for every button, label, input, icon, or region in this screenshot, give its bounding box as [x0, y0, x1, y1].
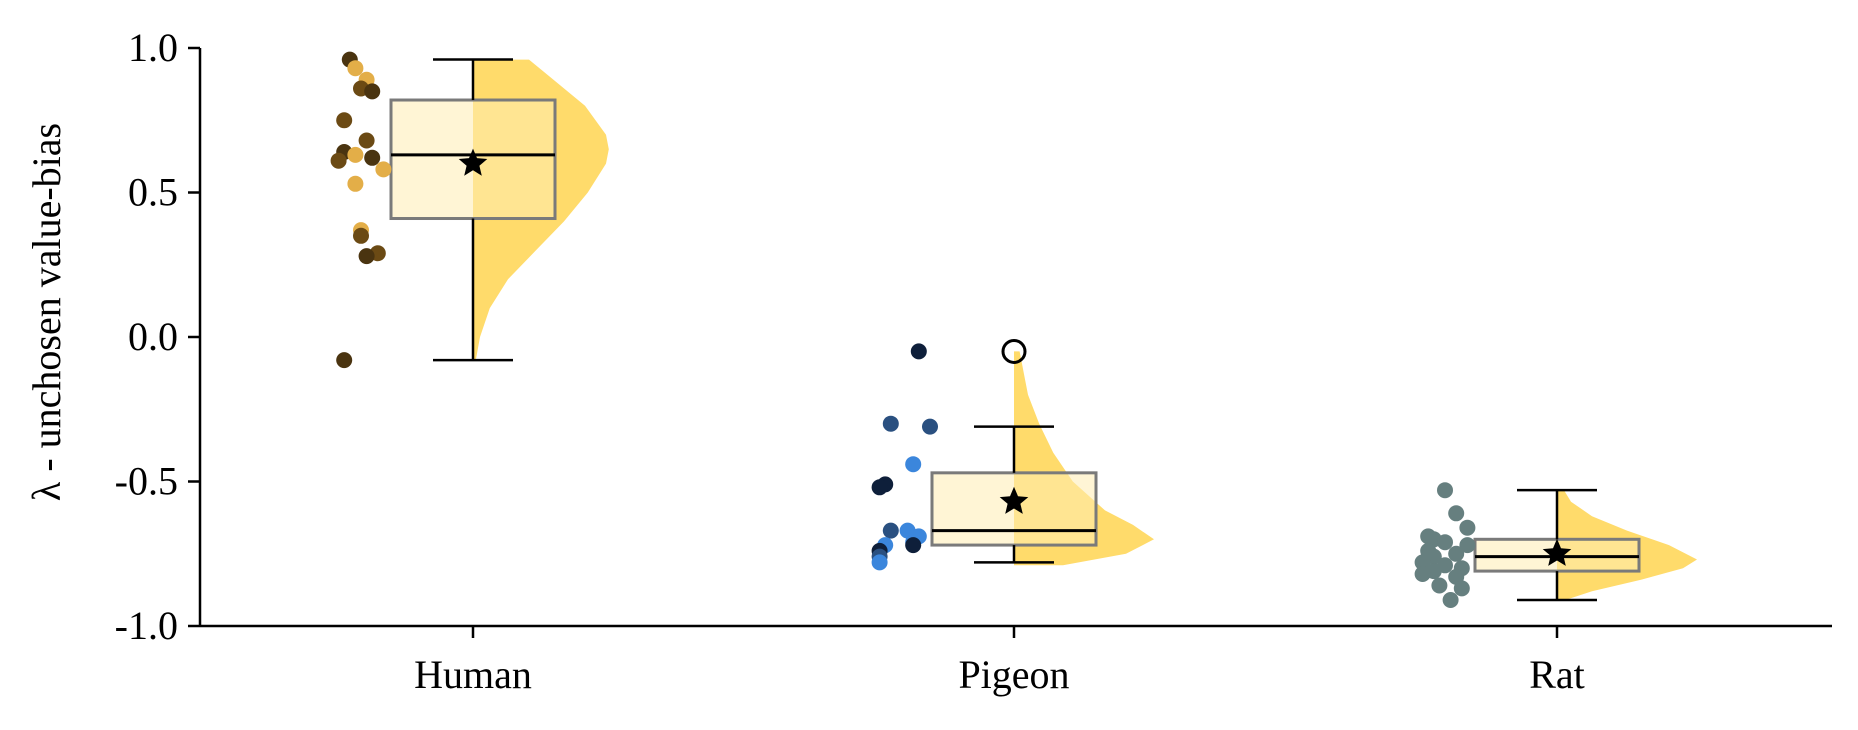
mean-marker-rat [1542, 538, 1572, 566]
data-point-rat-5 [1437, 534, 1453, 551]
data-point-human-17 [336, 352, 353, 369]
axes: 1.0 0.5 0.0 -0.5 -1.0 Human Pigeon Rat [115, 25, 1832, 697]
data-point-pigeon-14 [871, 554, 888, 571]
data-point-rat-6 [1459, 537, 1476, 554]
group-human [330, 51, 609, 369]
data-point-human-5 [336, 112, 353, 129]
y-tick-label: 0.0 [128, 314, 178, 359]
mean-marker-pigeon [999, 486, 1029, 514]
x-tick-label-pigeon: Pigeon [958, 652, 1069, 697]
plot-area [330, 51, 1697, 608]
data-point-rat-8 [1448, 545, 1465, 562]
data-point-human-10 [330, 152, 347, 169]
y-axis-label: λ - unchosen value-bias [24, 123, 69, 501]
data-point-human-12 [347, 175, 364, 192]
y-tick-label: -0.5 [115, 459, 178, 504]
data-point-human-8 [347, 146, 364, 163]
box-pigeon [930, 471, 1098, 547]
data-point-human-16 [358, 248, 375, 265]
y-tick-label: 0.5 [128, 170, 178, 215]
group-rat [1414, 482, 1697, 608]
data-point-rat-18 [1442, 592, 1459, 608]
data-point-human-6 [358, 132, 375, 149]
data-point-pigeon-1 [882, 415, 899, 432]
data-point-human-9 [364, 149, 381, 166]
data-point-pigeon-2 [922, 418, 938, 435]
data-point-pigeon-6 [882, 522, 899, 539]
data-point-rat-14 [1414, 566, 1431, 582]
group-pigeon [871, 338, 1154, 571]
data-point-rat-10 [1414, 554, 1431, 571]
data-point-rat-16 [1431, 577, 1448, 594]
data-point-pigeon-5 [871, 479, 888, 496]
data-point-pigeon-3 [905, 456, 922, 473]
mean-marker-human [458, 148, 488, 176]
x-tick-label-rat: Rat [1529, 652, 1585, 697]
data-point-rat-17 [1453, 580, 1470, 597]
y-tick-label: -1.0 [115, 603, 178, 648]
data-point-human-1 [347, 60, 364, 77]
data-point-pigeon-10 [905, 537, 922, 554]
outlier-pigeon-0 [1001, 338, 1027, 364]
y-tick-label: 1.0 [128, 25, 178, 70]
x-tick-label-human: Human [414, 652, 532, 697]
data-point-human-4 [364, 83, 381, 100]
data-point-human-14 [353, 227, 369, 244]
data-point-rat-0 [1437, 482, 1453, 499]
data-point-pigeon-0 [910, 343, 927, 360]
data-point-human-11 [375, 161, 392, 178]
data-point-rat-1 [1448, 505, 1465, 522]
data-point-rat-2 [1459, 519, 1476, 536]
